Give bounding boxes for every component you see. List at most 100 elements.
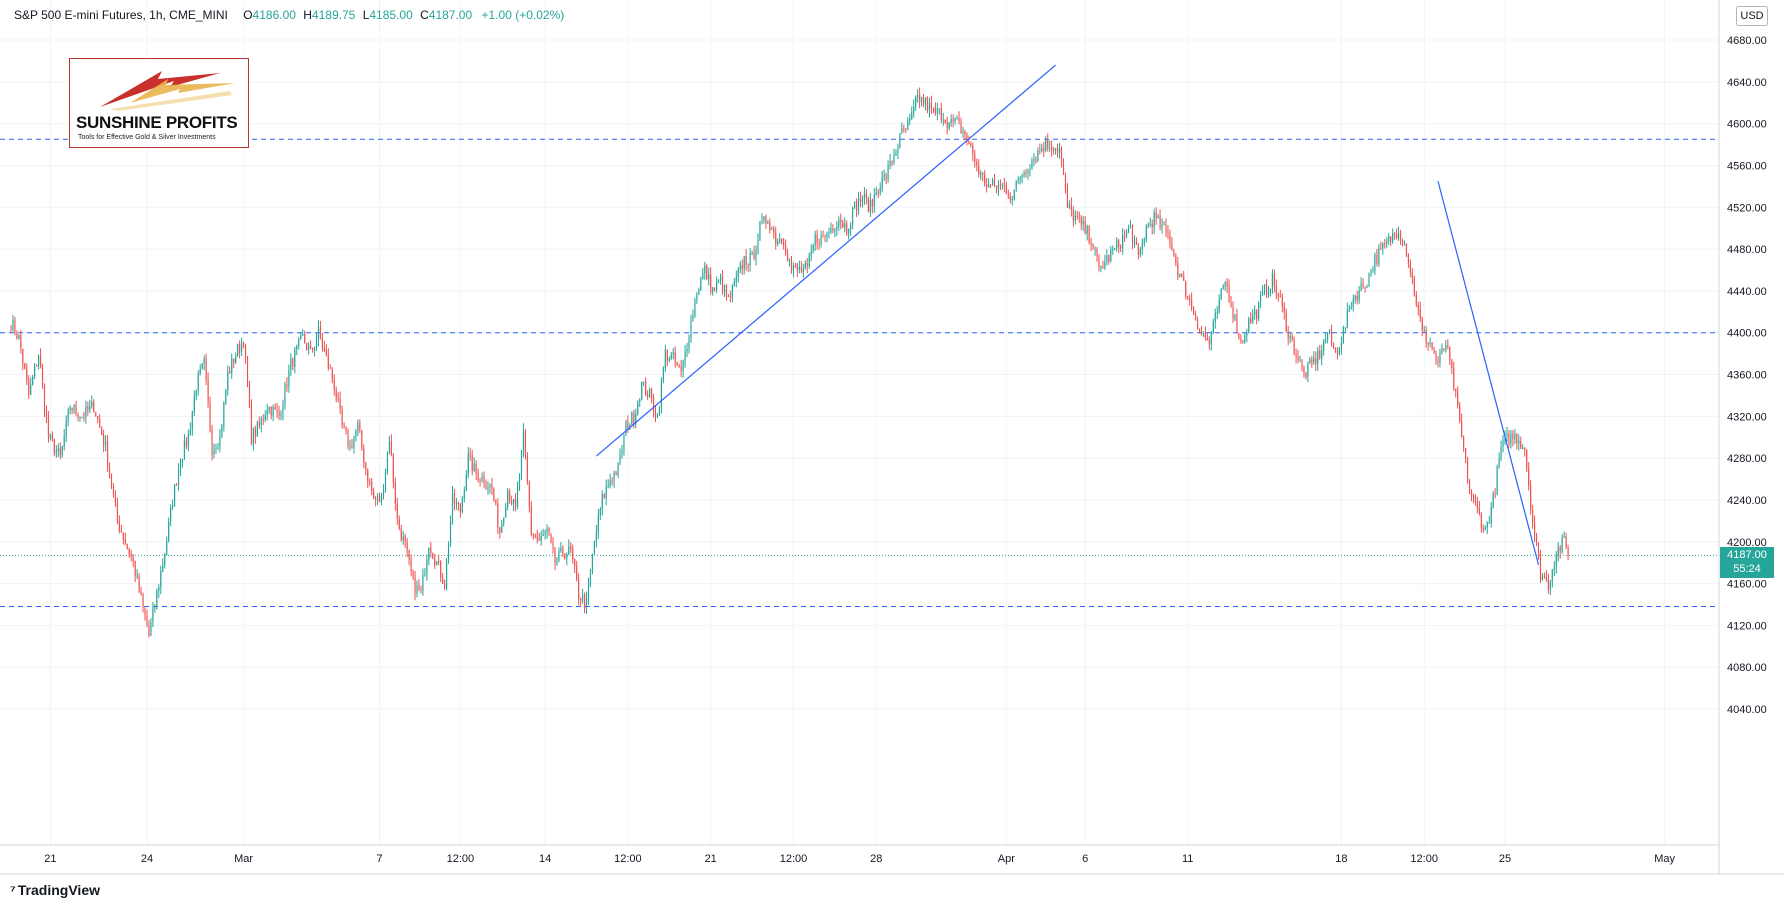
tradingview-brand[interactable]: ⁷ TradingView <box>10 882 100 898</box>
candle-body <box>432 552 434 559</box>
candle <box>1334 347 1337 354</box>
candle <box>1530 480 1532 515</box>
candle <box>1360 277 1362 292</box>
candle-body <box>1396 233 1398 239</box>
candle <box>276 402 278 419</box>
candle <box>765 214 767 229</box>
candle <box>1210 330 1212 351</box>
candle-body <box>83 417 85 419</box>
candle <box>948 121 950 131</box>
candle-body <box>597 515 599 533</box>
horizontal-levels <box>0 138 1719 608</box>
candle <box>1563 531 1565 539</box>
candle <box>627 415 629 434</box>
candle-body <box>980 172 982 175</box>
candle <box>589 568 592 588</box>
candle <box>859 191 862 208</box>
candle-body <box>254 428 256 437</box>
candle <box>993 173 996 188</box>
candle <box>1191 292 1193 312</box>
candle <box>1261 285 1264 296</box>
candle <box>99 413 101 429</box>
candle <box>984 170 986 187</box>
candle <box>311 347 314 353</box>
time-tick-label: 7 <box>376 853 382 865</box>
candle-body <box>765 216 767 224</box>
candle-body <box>225 390 227 403</box>
candle-body <box>367 469 369 482</box>
candle-body <box>820 235 822 245</box>
candle <box>1260 291 1262 308</box>
candle-body <box>442 577 444 584</box>
candle-body <box>306 343 308 350</box>
candle <box>185 437 187 450</box>
candle-body <box>1468 481 1471 490</box>
candle <box>1506 426 1508 442</box>
candle <box>1307 361 1309 383</box>
candle <box>469 447 471 461</box>
candle <box>343 422 345 429</box>
candle-body <box>250 406 253 445</box>
candle <box>678 364 680 369</box>
candle-body <box>544 531 546 535</box>
candle-body <box>369 481 371 483</box>
candle <box>79 416 81 422</box>
candle <box>1175 252 1177 267</box>
candle <box>1455 388 1457 398</box>
candle <box>16 330 18 340</box>
candle-body <box>556 560 558 564</box>
candle-body <box>641 382 643 400</box>
candle-body <box>365 462 367 470</box>
candle-body <box>988 184 990 188</box>
candle-body <box>936 108 938 114</box>
candle-body <box>964 130 966 135</box>
candle <box>540 530 542 546</box>
candle <box>396 497 398 525</box>
candle-body <box>1476 501 1478 508</box>
candle-body <box>406 542 408 551</box>
candle-body <box>1445 345 1447 350</box>
candle <box>932 107 935 114</box>
candle <box>1031 157 1033 170</box>
candle-body <box>853 201 856 208</box>
candle-body <box>1192 307 1195 315</box>
candle-body <box>792 265 795 271</box>
candle-body <box>1206 337 1208 340</box>
candle-body <box>319 327 322 339</box>
candle-body <box>848 229 850 234</box>
candle-body <box>1244 336 1246 342</box>
candle <box>879 182 881 196</box>
candle <box>93 399 95 413</box>
candle <box>682 359 684 378</box>
candle-body <box>806 263 808 267</box>
candle-body <box>948 122 950 128</box>
currency-button[interactable]: USD <box>1736 6 1768 26</box>
candle-body <box>97 416 99 419</box>
candle <box>1147 222 1149 229</box>
candle <box>714 287 716 292</box>
candle-body <box>1459 404 1461 422</box>
candle-body <box>635 413 637 424</box>
candle-body <box>1386 241 1388 244</box>
candle <box>134 560 136 583</box>
candle <box>173 483 176 507</box>
candle <box>591 553 594 575</box>
candle <box>899 132 901 149</box>
candle <box>1407 253 1410 268</box>
candle-body <box>1068 204 1071 208</box>
candle-body <box>924 97 927 104</box>
candle-body <box>1356 295 1358 301</box>
candle-body <box>717 280 720 282</box>
candle-body <box>1484 527 1486 530</box>
candle <box>329 364 331 369</box>
candle-body <box>67 410 69 421</box>
candle <box>812 243 814 254</box>
time-axis[interactable]: 21 24 Mar 7 12:00 14 12:00 21 12:00 28 Apr 6 11 18 12:… <box>44 853 1675 865</box>
candle-body <box>1055 148 1057 151</box>
candle <box>18 334 20 340</box>
price-axis[interactable]: 4040.004080.004120.004160.004200.004240.… <box>1727 35 1767 716</box>
candle <box>1539 549 1542 584</box>
symbol-title[interactable]: S&P 500 E-mini Futures, 1h, CME_MINI <box>14 8 228 22</box>
candle <box>1025 168 1027 178</box>
